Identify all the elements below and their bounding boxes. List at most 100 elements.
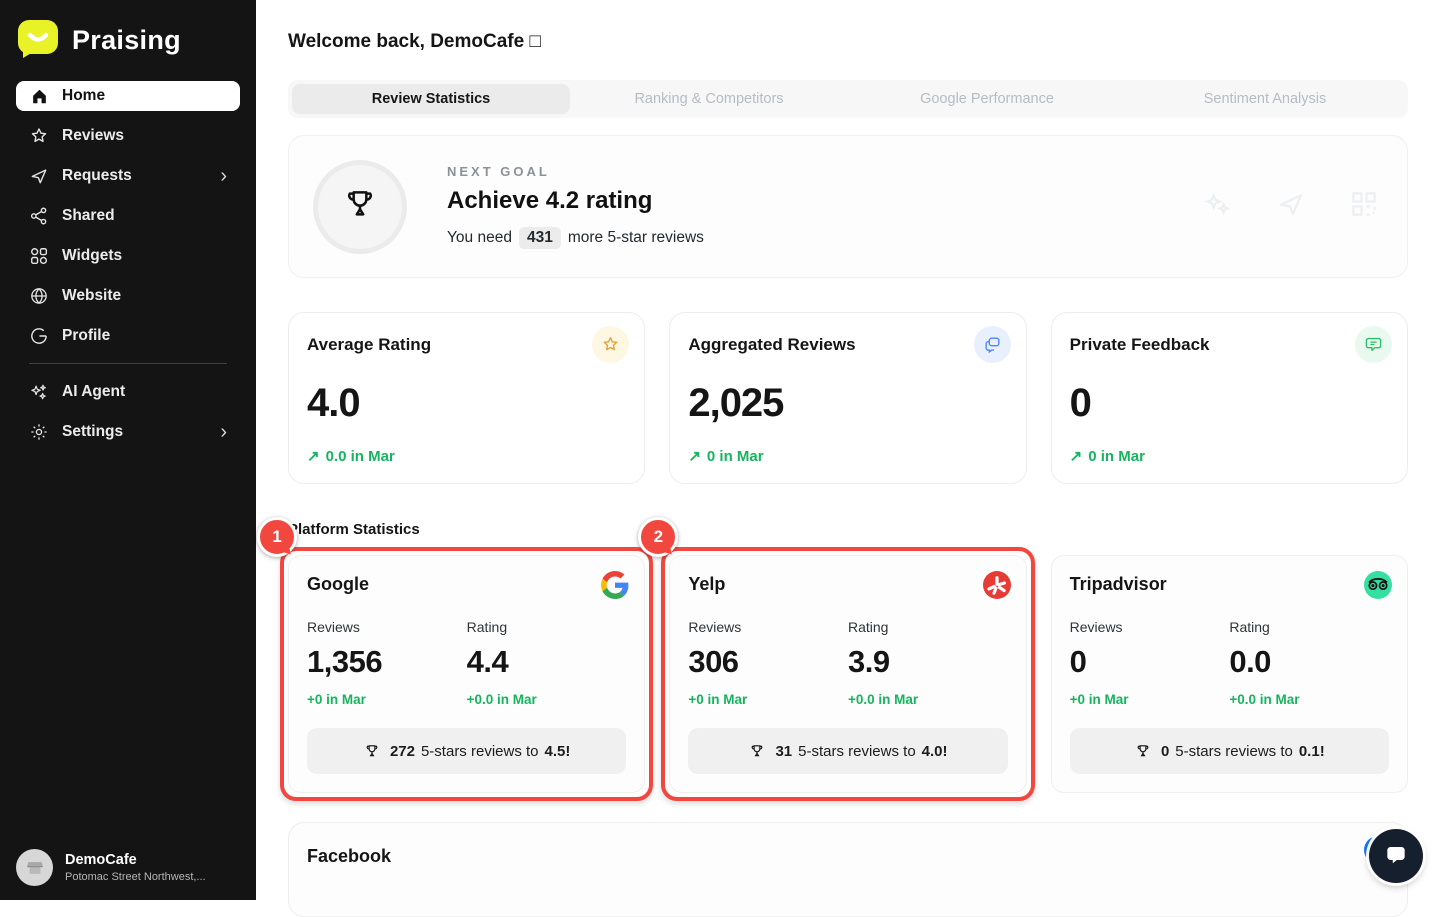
rating-label: Rating — [467, 619, 627, 635]
rating-delta: +0.0 in Mar — [467, 692, 627, 707]
account-switcher[interactable]: DemoCafe Potomac Street Northwest,... — [16, 849, 206, 886]
dashboard-tabs: Review Statistics Ranking & Competitors … — [288, 80, 1408, 118]
goal-pill-text: 5-stars reviews to — [1175, 743, 1293, 760]
reviews-count: 1,356 — [307, 644, 467, 680]
goal-pill-count: 0 — [1161, 743, 1169, 760]
chat-bubble-icon — [1383, 841, 1409, 872]
widgets-icon — [29, 246, 49, 266]
annotation-badge-1: 1 — [257, 517, 297, 557]
goal-progress-text: You need 431 more 5-star reviews — [447, 227, 704, 249]
goal-need-count: 431 — [519, 227, 561, 249]
sidebar-item-requests[interactable]: Requests › — [16, 161, 240, 191]
trophy-icon — [363, 742, 381, 760]
brand-name: Praising — [72, 25, 181, 56]
main-content: Welcome back, DemoCafe □ Review Statisti… — [256, 0, 1440, 900]
platform-name: Tripadvisor — [1070, 574, 1389, 595]
sidebar-item-label: Home — [62, 87, 105, 105]
platform-goal-pill: 0 5-stars reviews to 0.1! — [1070, 728, 1389, 774]
globe-icon — [29, 286, 49, 306]
send-action-icon[interactable] — [1276, 189, 1306, 224]
sidebar-item-label: Website — [62, 287, 121, 305]
rating-delta: +0.0 in Mar — [848, 692, 1008, 707]
trend-up-icon: ↗ — [688, 447, 701, 465]
next-goal-card: NEXT GOAL Achieve 4.2 rating You need 43… — [288, 135, 1408, 278]
sidebar-item-profile[interactable]: Profile — [16, 321, 240, 351]
rating-value: 0.0 — [1229, 644, 1389, 680]
stat-delta-text: 0 in Mar — [1088, 448, 1145, 465]
trophy-icon — [340, 184, 380, 229]
avatar — [16, 849, 53, 886]
sidebar-item-settings[interactable]: Settings › — [16, 417, 240, 447]
platform-name: Yelp — [688, 574, 1007, 595]
yelp-logo-icon — [983, 571, 1011, 599]
sidebar-item-widgets[interactable]: Widgets — [16, 241, 240, 271]
trophy-icon — [1134, 742, 1152, 760]
sidebar-item-reviews[interactable]: Reviews — [16, 121, 240, 151]
brand-logo: Praising — [0, 0, 256, 68]
sidebar-nav: Home Reviews Requests › Shared Widgets — [0, 68, 256, 447]
stat-title: Average Rating — [307, 335, 626, 355]
rating-value: 4.4 — [467, 644, 627, 680]
stat-delta-text: 0 in Mar — [707, 448, 764, 465]
sidebar-item-label: Shared — [62, 207, 115, 225]
summary-stats: Average Rating 4.0 ↗ 0.0 in Mar Aggregat… — [288, 312, 1408, 484]
goal-pill-target: 4.5! — [545, 743, 571, 760]
tab-review-statistics[interactable]: Review Statistics — [292, 84, 570, 114]
goal-pill-count: 272 — [390, 743, 415, 760]
platform-name: Google — [307, 574, 626, 595]
reviews-delta: +0 in Mar — [688, 692, 848, 707]
sidebar-item-label: Requests — [62, 167, 132, 185]
annotation-badge-2: 2 — [638, 517, 678, 557]
rating-label: Rating — [1229, 619, 1389, 635]
aggregated-reviews-card: Aggregated Reviews 2,025 ↗ 0 in Mar — [669, 312, 1026, 484]
ai-sparkle-action-icon[interactable] — [1203, 189, 1233, 224]
stat-delta: ↗ 0.0 in Mar — [307, 447, 395, 465]
goal-eyebrow: NEXT GOAL — [447, 164, 704, 179]
private-feedback-card: Private Feedback 0 ↗ 0 in Mar — [1051, 312, 1408, 484]
account-address: Potomac Street Northwest,... — [65, 871, 206, 883]
yelp-platform-card: Yelp Reviews 306 +0 in Mar Rating 3.9 +0… — [669, 555, 1026, 793]
page-title: Welcome back, DemoCafe □ — [288, 30, 1408, 54]
sidebar-item-ai-agent[interactable]: AI Agent — [16, 377, 240, 407]
goal-pill-count: 31 — [775, 743, 792, 760]
qr-code-action-icon[interactable] — [1349, 189, 1379, 224]
sidebar-item-website[interactable]: Website — [16, 281, 240, 311]
tab-ranking-competitors[interactable]: Ranking & Competitors — [570, 84, 848, 114]
sidebar-item-label: Settings — [62, 423, 123, 441]
goal-progress-ring — [313, 160, 407, 254]
tab-sentiment-analysis[interactable]: Sentiment Analysis — [1126, 84, 1404, 114]
goal-actions — [1203, 189, 1379, 224]
stat-delta: ↗ 0 in Mar — [688, 447, 763, 465]
star-badge-icon — [592, 326, 629, 363]
sidebar-divider — [29, 363, 227, 364]
tripadvisor-platform-card: Tripadvisor Reviews 0 +0 in Mar Rating 0… — [1051, 555, 1408, 793]
google-profile-icon — [29, 326, 49, 346]
reviews-count: 306 — [688, 644, 848, 680]
rating-value: 3.9 — [848, 644, 1008, 680]
goal-pill-target: 0.1! — [1299, 743, 1325, 760]
chevron-right-icon: › — [220, 422, 227, 442]
star-icon — [29, 126, 49, 146]
sidebar: Praising Home Reviews Requests › Sha — [0, 0, 256, 900]
sparkles-icon — [29, 382, 49, 402]
tab-google-performance[interactable]: Google Performance — [848, 84, 1126, 114]
platform-goal-pill: 272 5-stars reviews to 4.5! — [307, 728, 626, 774]
sidebar-item-home[interactable]: Home — [16, 81, 240, 111]
stat-delta-text: 0.0 in Mar — [326, 448, 395, 465]
goal-pill-text: 5-stars reviews to — [421, 743, 539, 760]
sidebar-item-label: Profile — [62, 327, 110, 345]
rating-label: Rating — [848, 619, 1008, 635]
goal-need-prefix: You need — [447, 229, 512, 247]
stat-value: 0 — [1070, 381, 1389, 426]
sidebar-item-label: Widgets — [62, 247, 122, 265]
stat-value: 4.0 — [307, 381, 626, 426]
chat-widget-button[interactable] — [1369, 829, 1423, 883]
goal-title: Achieve 4.2 rating — [447, 187, 704, 215]
reviews-label: Reviews — [1070, 619, 1230, 635]
sidebar-item-shared[interactable]: Shared — [16, 201, 240, 231]
goal-need-suffix: more 5-star reviews — [568, 229, 704, 247]
reviews-count: 0 — [1070, 644, 1230, 680]
home-icon — [29, 86, 49, 106]
annotation-outline-1: 1 Google Reviews 1,356 +0 in Mar Rating … — [280, 547, 653, 801]
praising-logo-icon — [16, 16, 60, 65]
